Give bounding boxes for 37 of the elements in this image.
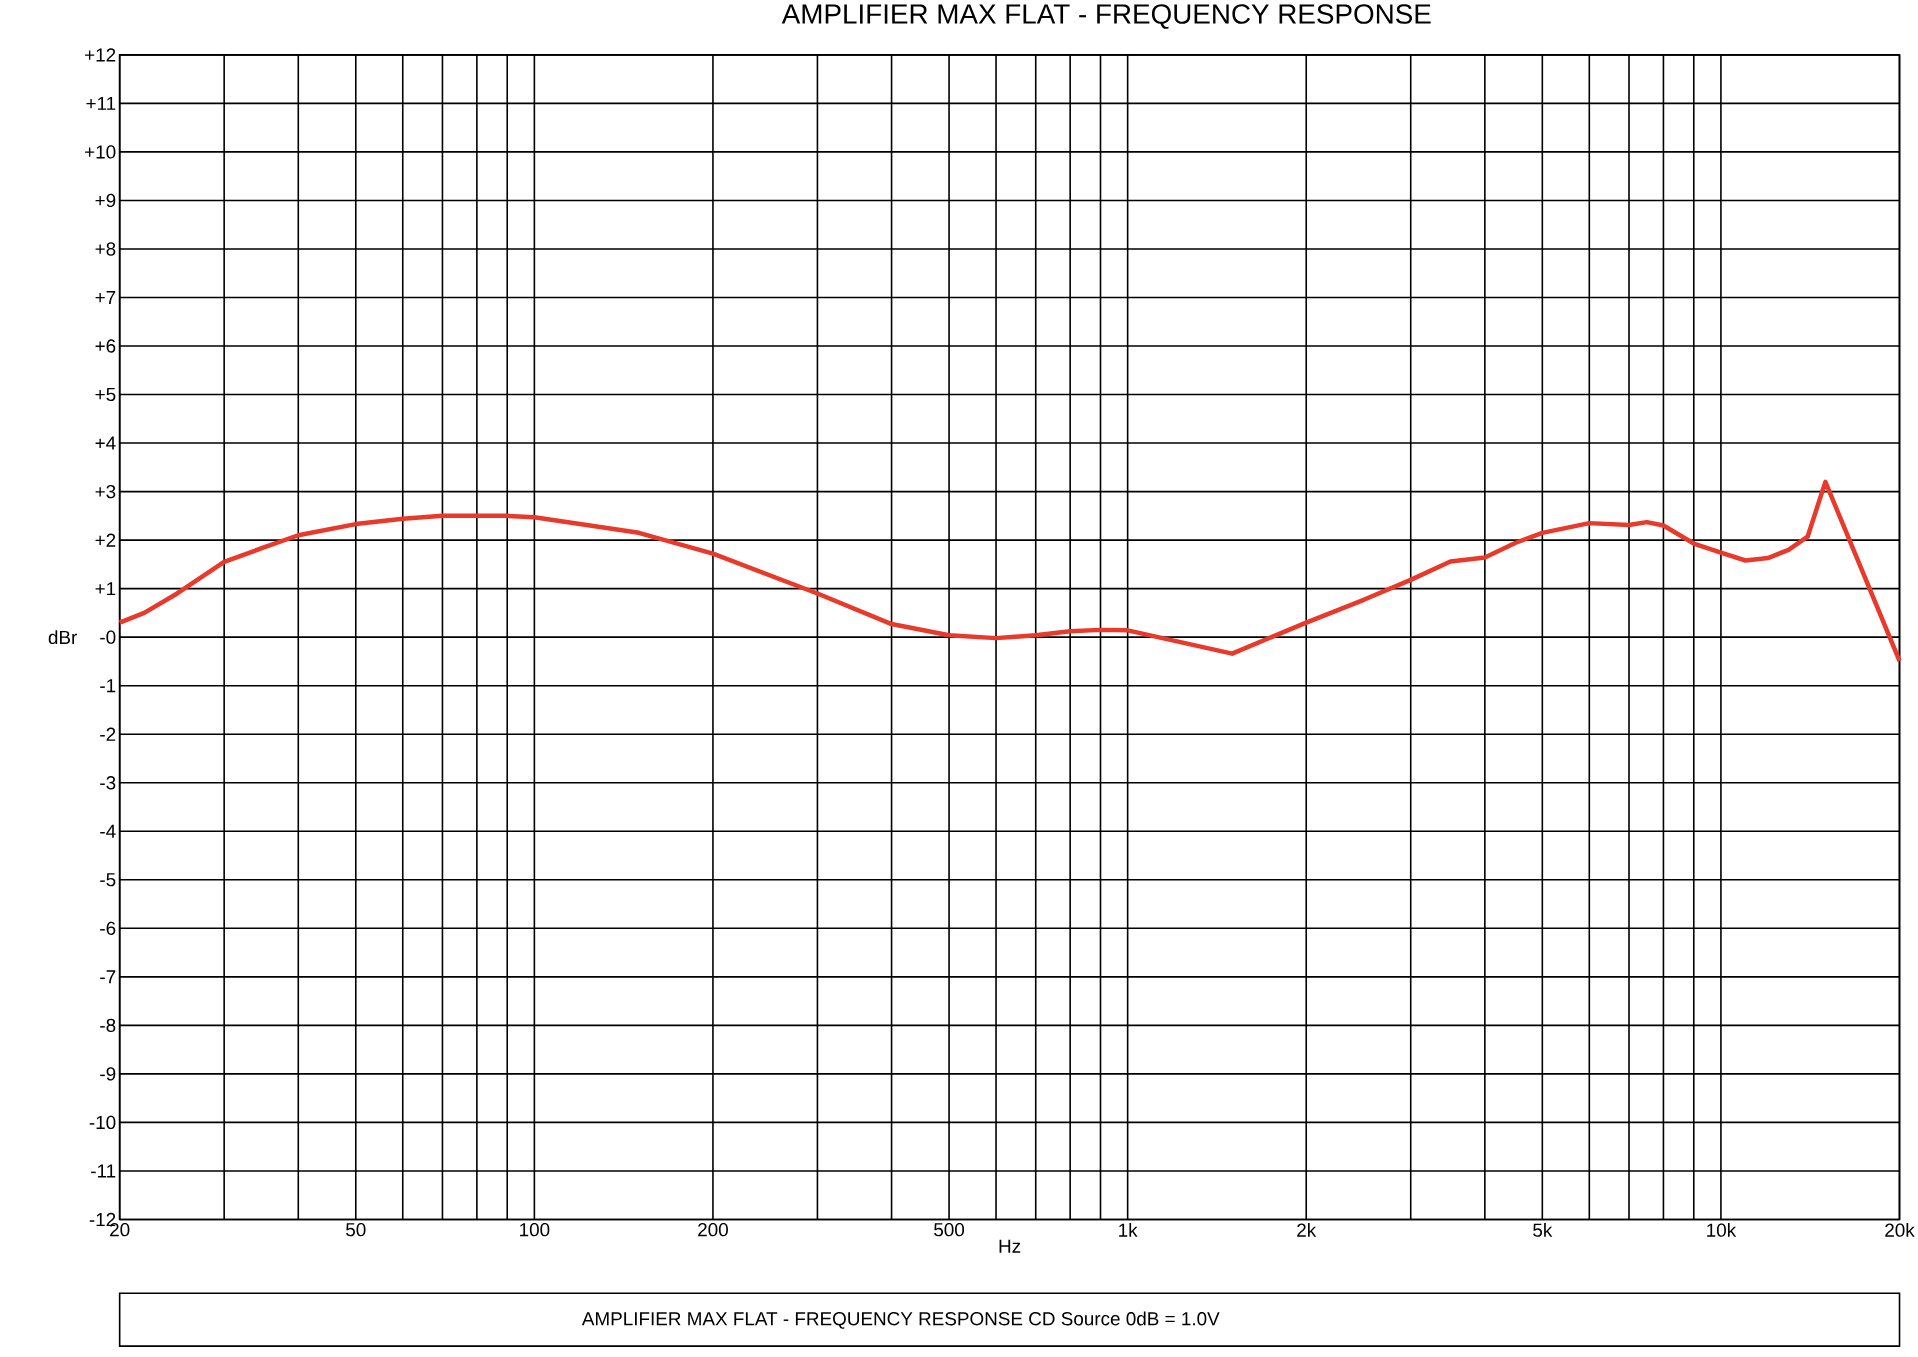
y-tick-label: -9 bbox=[100, 1067, 116, 1081]
y-tick-label: +10 bbox=[85, 145, 116, 159]
y-tick-label: -6 bbox=[100, 921, 116, 935]
x-tick-label: 10k bbox=[1707, 1222, 1737, 1237]
x-tick-label: 20k bbox=[1885, 1222, 1915, 1237]
y-axis-title: dBr bbox=[48, 630, 77, 645]
y-tick-label: -0 bbox=[100, 630, 116, 644]
x-tick-label: 100 bbox=[520, 1222, 550, 1237]
y-tick-label: -8 bbox=[100, 1018, 116, 1033]
y-tick-label: -2 bbox=[100, 727, 116, 741]
y-tick-label: -3 bbox=[100, 776, 116, 790]
y-tick-label: +7 bbox=[95, 290, 116, 304]
x-tick-label: 5k bbox=[1533, 1222, 1553, 1237]
x-axis-title: Hz bbox=[999, 1239, 1021, 1253]
y-tick-label: +6 bbox=[95, 339, 116, 353]
y-tick-label: +5 bbox=[95, 387, 116, 402]
x-tick-label: 50 bbox=[346, 1222, 366, 1237]
x-tick-label: 500 bbox=[934, 1222, 965, 1237]
y-tick-label: -11 bbox=[91, 1164, 116, 1178]
y-tick-label: +11 bbox=[86, 96, 116, 110]
x-tick-label: 2k bbox=[1297, 1222, 1317, 1237]
y-tick-label: +12 bbox=[85, 48, 116, 62]
y-tick-label: -4 bbox=[100, 824, 116, 838]
y-tick-label: -10 bbox=[89, 1115, 116, 1130]
y-tick-label: +8 bbox=[95, 242, 116, 256]
chart-title: AMPLIFIER MAX FLAT - FREQUENCY RESPONSE bbox=[781, 4, 1431, 29]
x-tick-label: 200 bbox=[698, 1222, 728, 1237]
y-tick-label: +9 bbox=[95, 193, 116, 208]
y-tick-label: +4 bbox=[95, 436, 116, 450]
y-tick-label: +3 bbox=[95, 484, 116, 499]
y-tick-label: -1 bbox=[100, 679, 116, 693]
y-tick-label: -7 bbox=[100, 970, 116, 984]
y-tick-label: +2 bbox=[95, 533, 116, 547]
y-tick-label: +1 bbox=[95, 582, 116, 596]
x-tick-label: 1k bbox=[1119, 1222, 1138, 1237]
text: AMPLIFIER MAX FLAT - FREQUENCY RESPONSE CD Source 0dB = 1.0V bbox=[581, 1311, 1220, 1329]
y-tick-label: -5 bbox=[100, 873, 116, 887]
